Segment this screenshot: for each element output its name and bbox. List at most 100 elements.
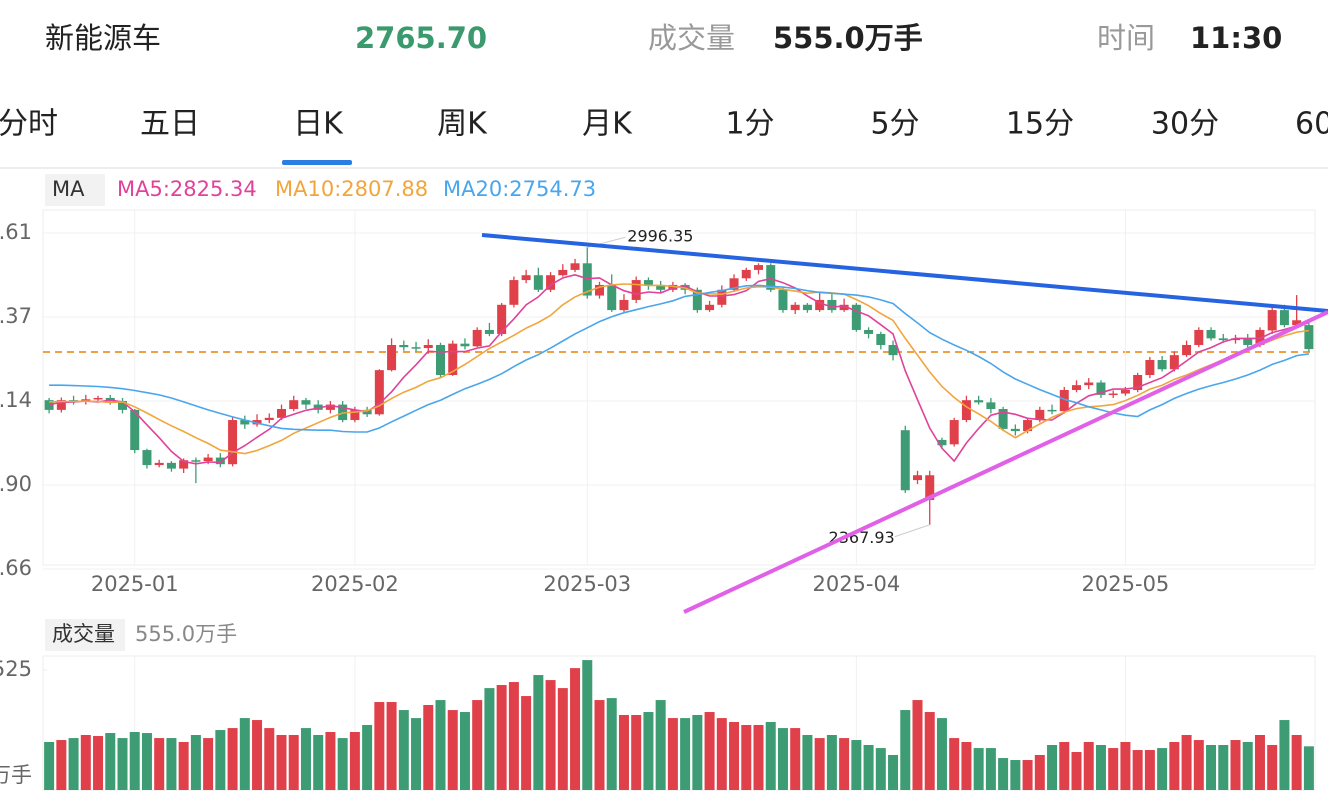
- volume-bar: [1193, 740, 1204, 790]
- candle-body: [998, 409, 1008, 429]
- volume-bar: [190, 734, 201, 790]
- x-tick-label: 2025-01: [91, 572, 179, 596]
- volume-bar: [545, 680, 556, 790]
- period-tab[interactable]: 30分: [1151, 107, 1219, 142]
- period-tab[interactable]: 60分: [1295, 107, 1328, 142]
- candle-body: [1169, 355, 1179, 370]
- volume-bar: [44, 742, 55, 790]
- candle-body: [949, 420, 959, 445]
- volume-bar: [594, 700, 605, 790]
- volume-subtitle: 555.0万手: [135, 622, 237, 646]
- period-tab[interactable]: 15分: [1006, 107, 1074, 142]
- price-chart: 3028.61 2838.37 2648.14 2457.90 2267.66 2025-…: [0, 210, 1315, 790]
- candle-body: [643, 280, 653, 285]
- price-plot-frame: [42, 209, 1316, 566]
- volume-bar: [80, 734, 91, 790]
- candle-body: [1047, 409, 1057, 412]
- volume-bar: [888, 754, 899, 790]
- volume-bar: [472, 700, 483, 790]
- volume-bar: [1095, 744, 1106, 790]
- volume-bar: [93, 736, 104, 790]
- period-tab[interactable]: 日K: [293, 107, 344, 142]
- volume-bar: [105, 733, 116, 790]
- y-tick-label: 2838.37: [0, 304, 32, 328]
- candle-body: [925, 475, 935, 500]
- volume-bar: [875, 748, 886, 790]
- candle-body: [521, 275, 531, 281]
- candle-body: [1279, 310, 1289, 326]
- volume-bar: [203, 738, 214, 790]
- indicator-name: MA: [52, 177, 85, 201]
- period-tab[interactable]: 5分: [870, 107, 919, 142]
- volume-bar: [288, 734, 299, 790]
- candle-body: [1218, 338, 1228, 341]
- quote-header: 新能源车 2765.70 成交量 555.0万手 时间 11:30: [45, 21, 1282, 55]
- period-tab[interactable]: 分时: [0, 107, 58, 142]
- volume-bar: [533, 675, 544, 790]
- volume-bar: [325, 732, 336, 790]
- volume-bar: [435, 700, 446, 790]
- period-tab[interactable]: 1分: [725, 107, 774, 142]
- candle-body: [1120, 390, 1130, 394]
- volume-bar: [557, 688, 568, 790]
- candle-body: [166, 462, 176, 469]
- candle-body: [350, 409, 360, 421]
- volume-bar: [239, 718, 250, 790]
- period-tab[interactable]: 月K: [582, 107, 633, 142]
- period-tab[interactable]: 周K: [437, 107, 488, 142]
- time-value: 11:30: [1190, 21, 1282, 55]
- candle-body: [741, 269, 751, 279]
- x-tick-label: 2025-04: [812, 572, 900, 596]
- candle-body: [692, 289, 702, 311]
- legend-ma20: MA20:2754.73: [443, 177, 596, 201]
- volume-bar: [765, 722, 776, 790]
- candle-body: [900, 430, 910, 491]
- candle-body: [1231, 338, 1240, 341]
- candle-body: [509, 280, 519, 305]
- volume-bar: [300, 728, 311, 790]
- candle-body: [142, 450, 152, 466]
- period-tab[interactable]: 五日: [140, 107, 200, 142]
- candle-body: [277, 409, 286, 418]
- candle-body: [313, 404, 323, 410]
- candle-body: [631, 280, 641, 300]
- volume-bar: [68, 738, 79, 790]
- candle-body: [1035, 409, 1045, 421]
- volume-bar: [924, 712, 935, 790]
- volume-bar: [839, 738, 850, 790]
- volume-bar: [362, 725, 373, 790]
- candle-body: [191, 460, 201, 462]
- ma-line: [48, 273, 1310, 465]
- volume-bar: [178, 742, 189, 790]
- candle-body: [301, 400, 311, 405]
- x-tick-label: 2025-02: [311, 572, 399, 596]
- volume-bar: [1218, 744, 1229, 790]
- candle-body: [864, 329, 874, 334]
- volume-bar: [863, 744, 874, 790]
- candle-body: [252, 420, 262, 425]
- volume-bar: [117, 738, 128, 790]
- volume-bar: [973, 748, 984, 790]
- y-tick-label: 3028.61: [0, 220, 32, 244]
- volume-bar: [521, 696, 532, 790]
- candle-body: [228, 420, 238, 465]
- volume-bar: [386, 702, 397, 790]
- ma-line: [49, 283, 1310, 455]
- volume-bar: [826, 734, 837, 790]
- volume-bar: [582, 660, 593, 790]
- candle-body: [619, 299, 629, 311]
- volume-bar: [276, 734, 287, 790]
- volume-bar: [741, 725, 752, 790]
- candle-body: [264, 417, 274, 421]
- candle-body: [607, 284, 617, 311]
- volume-bar: [459, 712, 470, 790]
- candle-body: [203, 457, 213, 462]
- candle-body: [533, 275, 543, 290]
- period-tabs: 分时 五日 日K 周K 月K 1分 5分 15分 30分 60分: [0, 107, 1328, 142]
- volume-bar: [1132, 750, 1143, 790]
- volume-title: 成交量: [52, 622, 115, 646]
- volume-bar: [496, 685, 507, 790]
- volume-bar: [802, 734, 813, 790]
- volume-bar: [423, 705, 434, 790]
